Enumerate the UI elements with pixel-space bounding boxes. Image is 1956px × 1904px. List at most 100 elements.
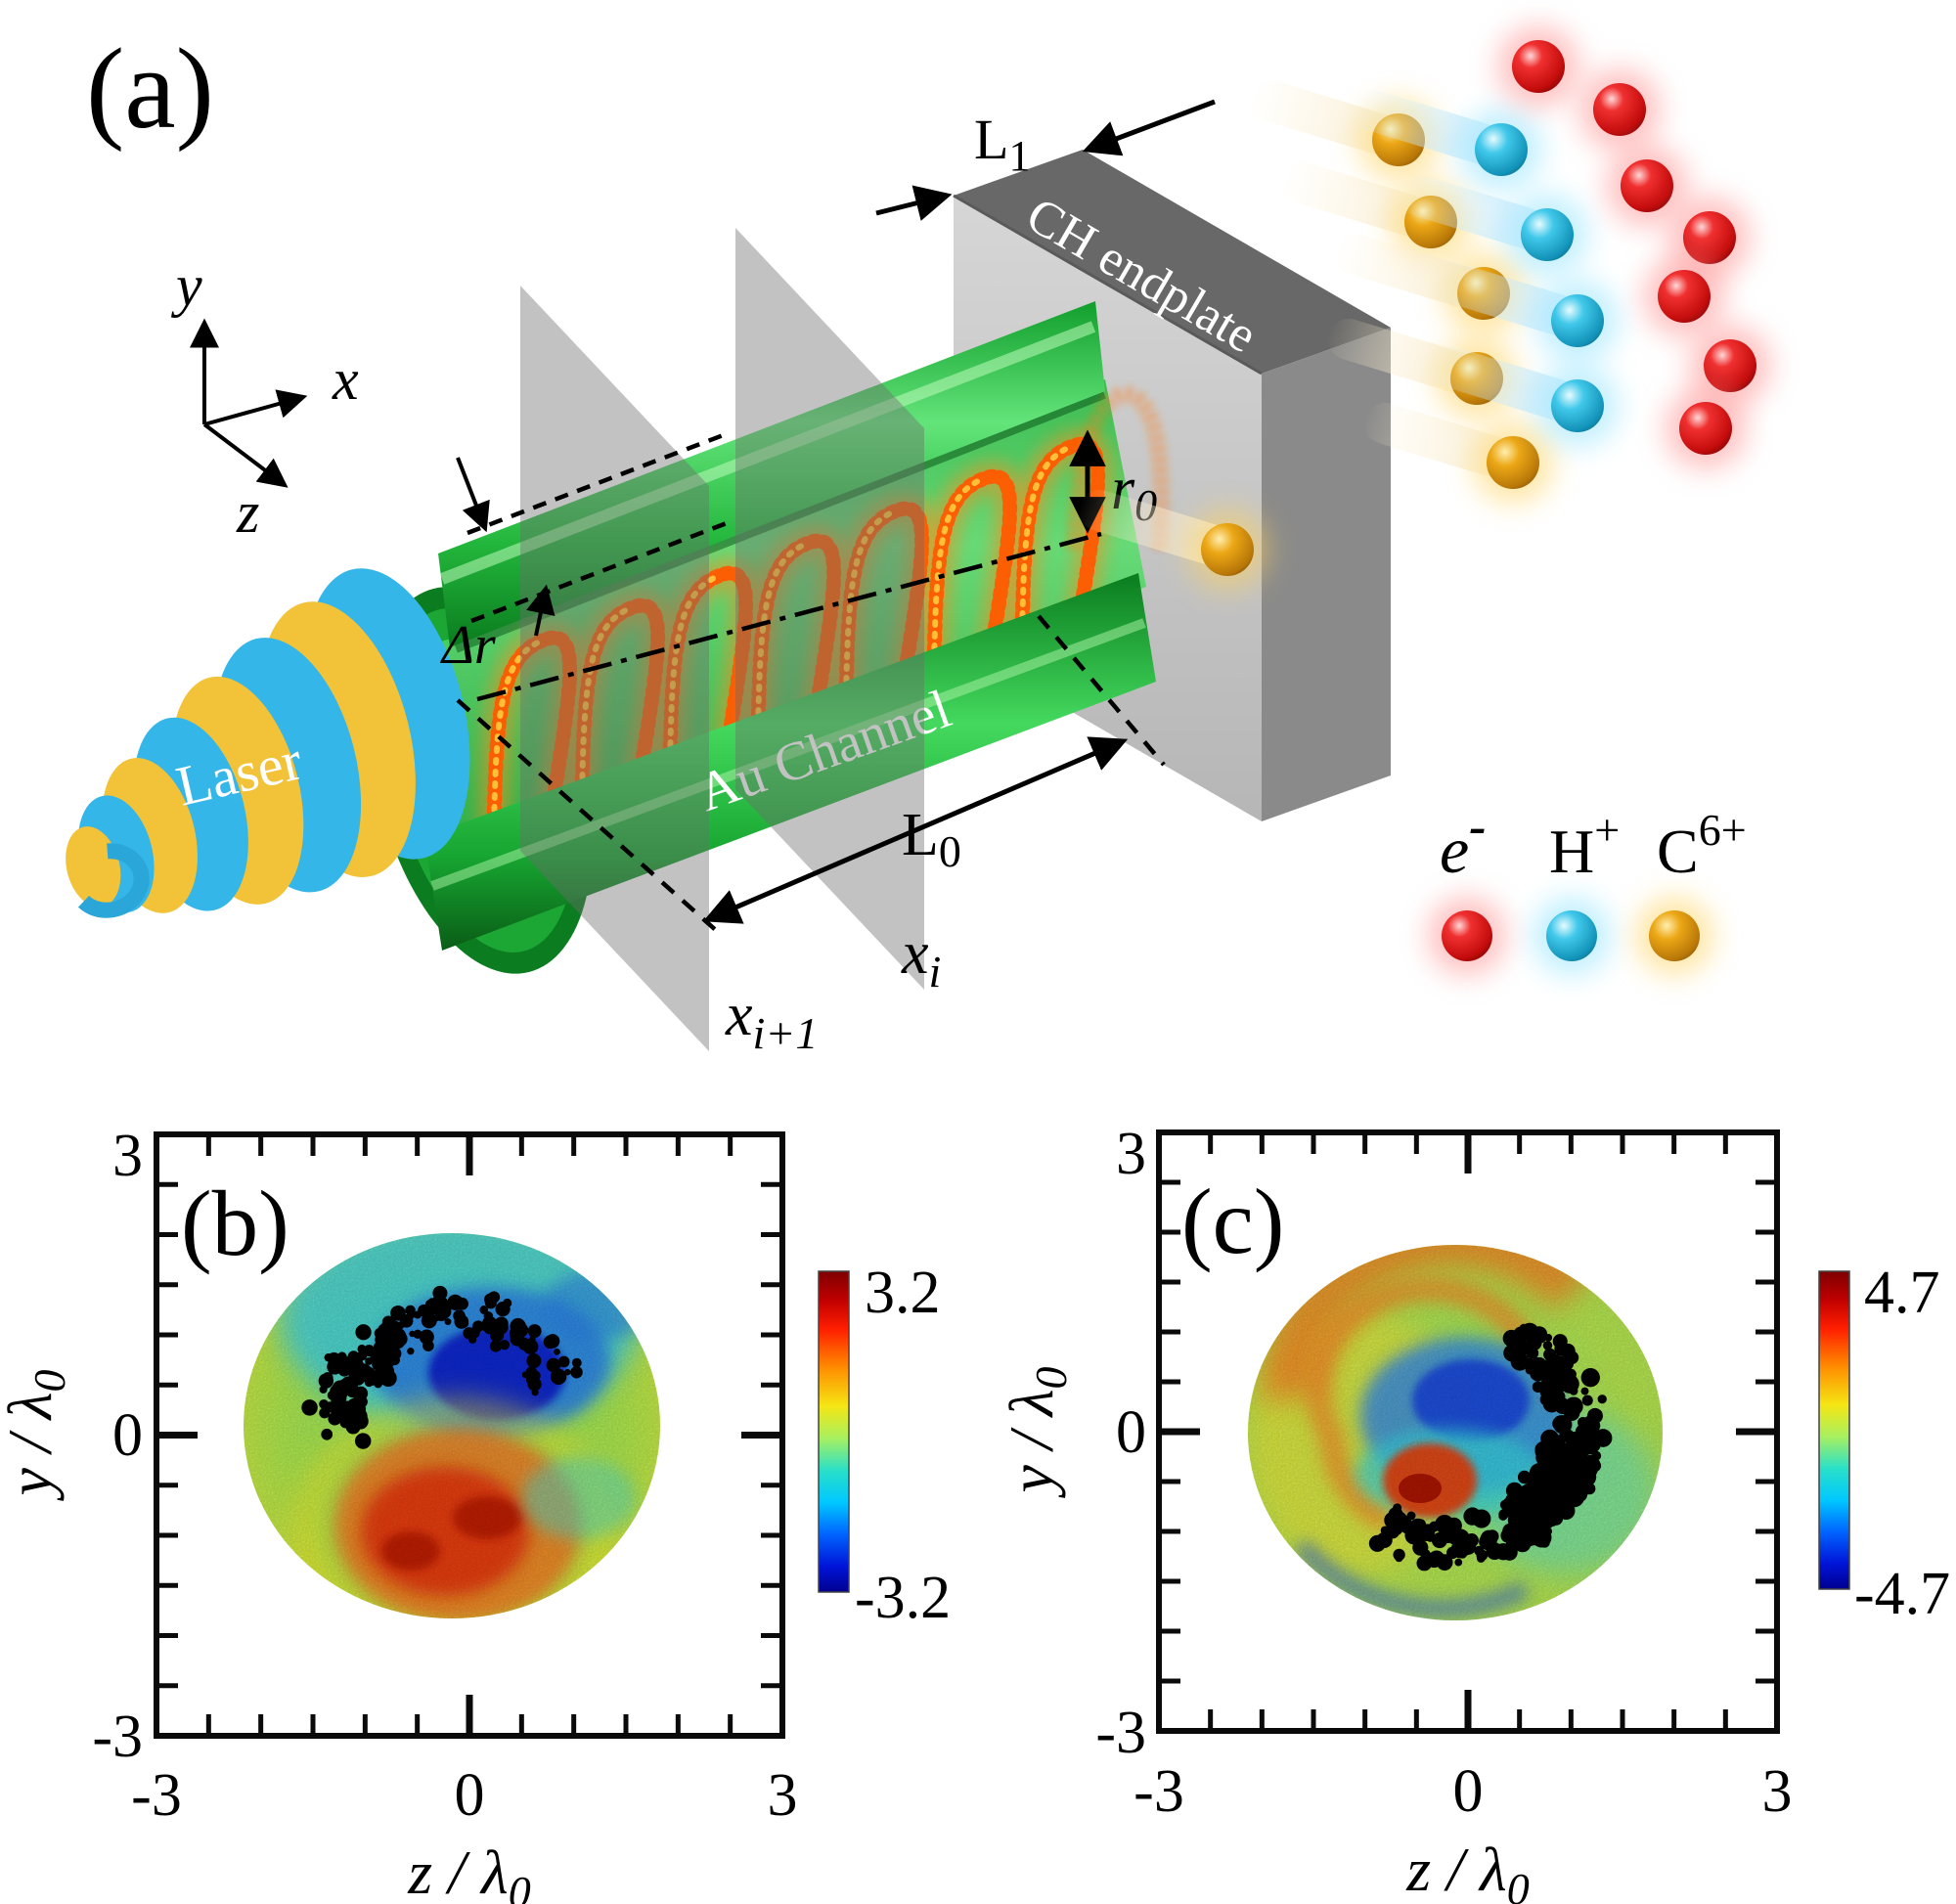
top-wall-highlight [439,321,1096,585]
electron-ion-sphere [1679,402,1732,455]
electron-ion-sphere [1658,270,1711,323]
b-electron-dots [301,1285,583,1449]
electron-dot [336,1351,347,1361]
electron-dot [1542,1508,1561,1527]
ejected-particles [1078,25,1771,591]
electron-dot [1539,1393,1552,1406]
laser-band-yellow-4 [66,826,121,908]
L1-arrow-right [1082,99,1216,156]
electron-dot [386,1320,402,1336]
L0-label: L0 [902,802,961,876]
axis-y-label: y [170,253,202,318]
heatmap-c [1248,1245,1663,1620]
laser-swirl-tail [77,843,150,918]
c-xtick-left: -3 [1134,1758,1184,1825]
c-xtick-mid: 0 [1453,1758,1484,1825]
electron-dot [468,1335,477,1344]
electron-dot [1597,1395,1607,1404]
electron-dot [564,1368,571,1376]
xi1-label: xi+1 [725,982,818,1058]
electron-dot [301,1399,318,1416]
b-yaxis-title: y / λ0 [0,1370,74,1502]
electron-dot [378,1365,391,1378]
electron-dot [444,1318,452,1326]
electron-dot [359,1327,370,1338]
endplate-edge [953,194,1263,376]
electron-dot [527,1324,542,1338]
electron-dot [321,1428,333,1440]
plane-x-i1 [520,286,709,1051]
proton-ion [1352,89,1542,191]
b-cbar-max: 3.2 [865,1260,941,1326]
electron-dot [331,1392,346,1407]
electron-dot [479,1306,489,1314]
dr-label: Δr [440,615,496,676]
colorbar-b [818,1270,850,1593]
electron-dot [1388,1507,1403,1523]
electron-dot [1393,1548,1405,1562]
proton-symbol: H+ [1549,805,1620,886]
electron-dot [571,1357,582,1368]
dr-arrow-down [456,457,490,533]
electron-ion [1689,325,1771,407]
endplate-top-face [954,150,1391,374]
electron-dot [1560,1343,1576,1359]
electron-dot [1558,1420,1567,1429]
electron-dot [1552,1479,1572,1499]
electron-dot [1542,1431,1559,1447]
axis-x-label: x [332,347,359,412]
c-cbar-min: -4.7 [1854,1561,1950,1627]
electron-dot [550,1368,567,1385]
electron-dot [1507,1510,1529,1530]
electron-dot [333,1408,347,1423]
electron-dot [1452,1528,1470,1546]
electron-dot [1542,1341,1553,1351]
coordinate-triad: y x z [170,253,359,545]
proton-ion-sphere [1551,294,1604,347]
legend-carbon [1634,896,1714,976]
legend-proton [1532,896,1612,976]
electron-dot [1558,1364,1572,1378]
electron-dot [1438,1526,1456,1544]
electron-dot [456,1297,468,1310]
electron-ion [1643,255,1725,337]
c-electron-dots [1368,1322,1613,1572]
axis-z-label: z [236,480,259,545]
proton-ion-sphere [1551,379,1604,432]
electron-ion [1606,145,1688,227]
carbon-ion [1363,402,1554,504]
electron-dot [1533,1479,1544,1490]
electron-dot [1480,1529,1498,1548]
electron-dot [1537,1460,1548,1471]
electron-dot [346,1397,363,1414]
legend-electron [1427,896,1507,976]
c-xaxis-title: z / λ0 [1405,1835,1529,1904]
b-xtick-mid: 0 [455,1762,485,1829]
electron-ion-sphere [1704,339,1756,392]
electron-dot [1426,1533,1435,1542]
electron-dot [482,1315,497,1331]
electron-dot [1574,1480,1586,1492]
electron-dot [1536,1363,1554,1381]
electron-dot [1454,1558,1463,1567]
electron-dot [472,1320,484,1333]
b-ytick-bot: -3 [92,1704,143,1770]
electron-dot [1510,1351,1530,1371]
electron-dot [1527,1330,1536,1339]
electron-ion-sphere [1512,40,1565,93]
electron-dot [554,1348,560,1355]
carbon-ion [1078,489,1268,591]
b-ytick-mid: 0 [112,1402,143,1469]
L1-label: L1 [974,108,1030,180]
electron-dot [526,1353,542,1369]
electron-dot [1569,1387,1578,1395]
b-xtick-right: 3 [768,1762,798,1829]
annotations: L0 L1 r0 Δr xi xi+1 [440,99,1216,1058]
electron-dot [1557,1445,1570,1458]
electron-dot [407,1348,415,1355]
electron-dot [557,1355,570,1368]
L1-arrow-left [875,185,953,221]
electron-dot [1472,1509,1491,1528]
electron-dot [318,1373,334,1389]
